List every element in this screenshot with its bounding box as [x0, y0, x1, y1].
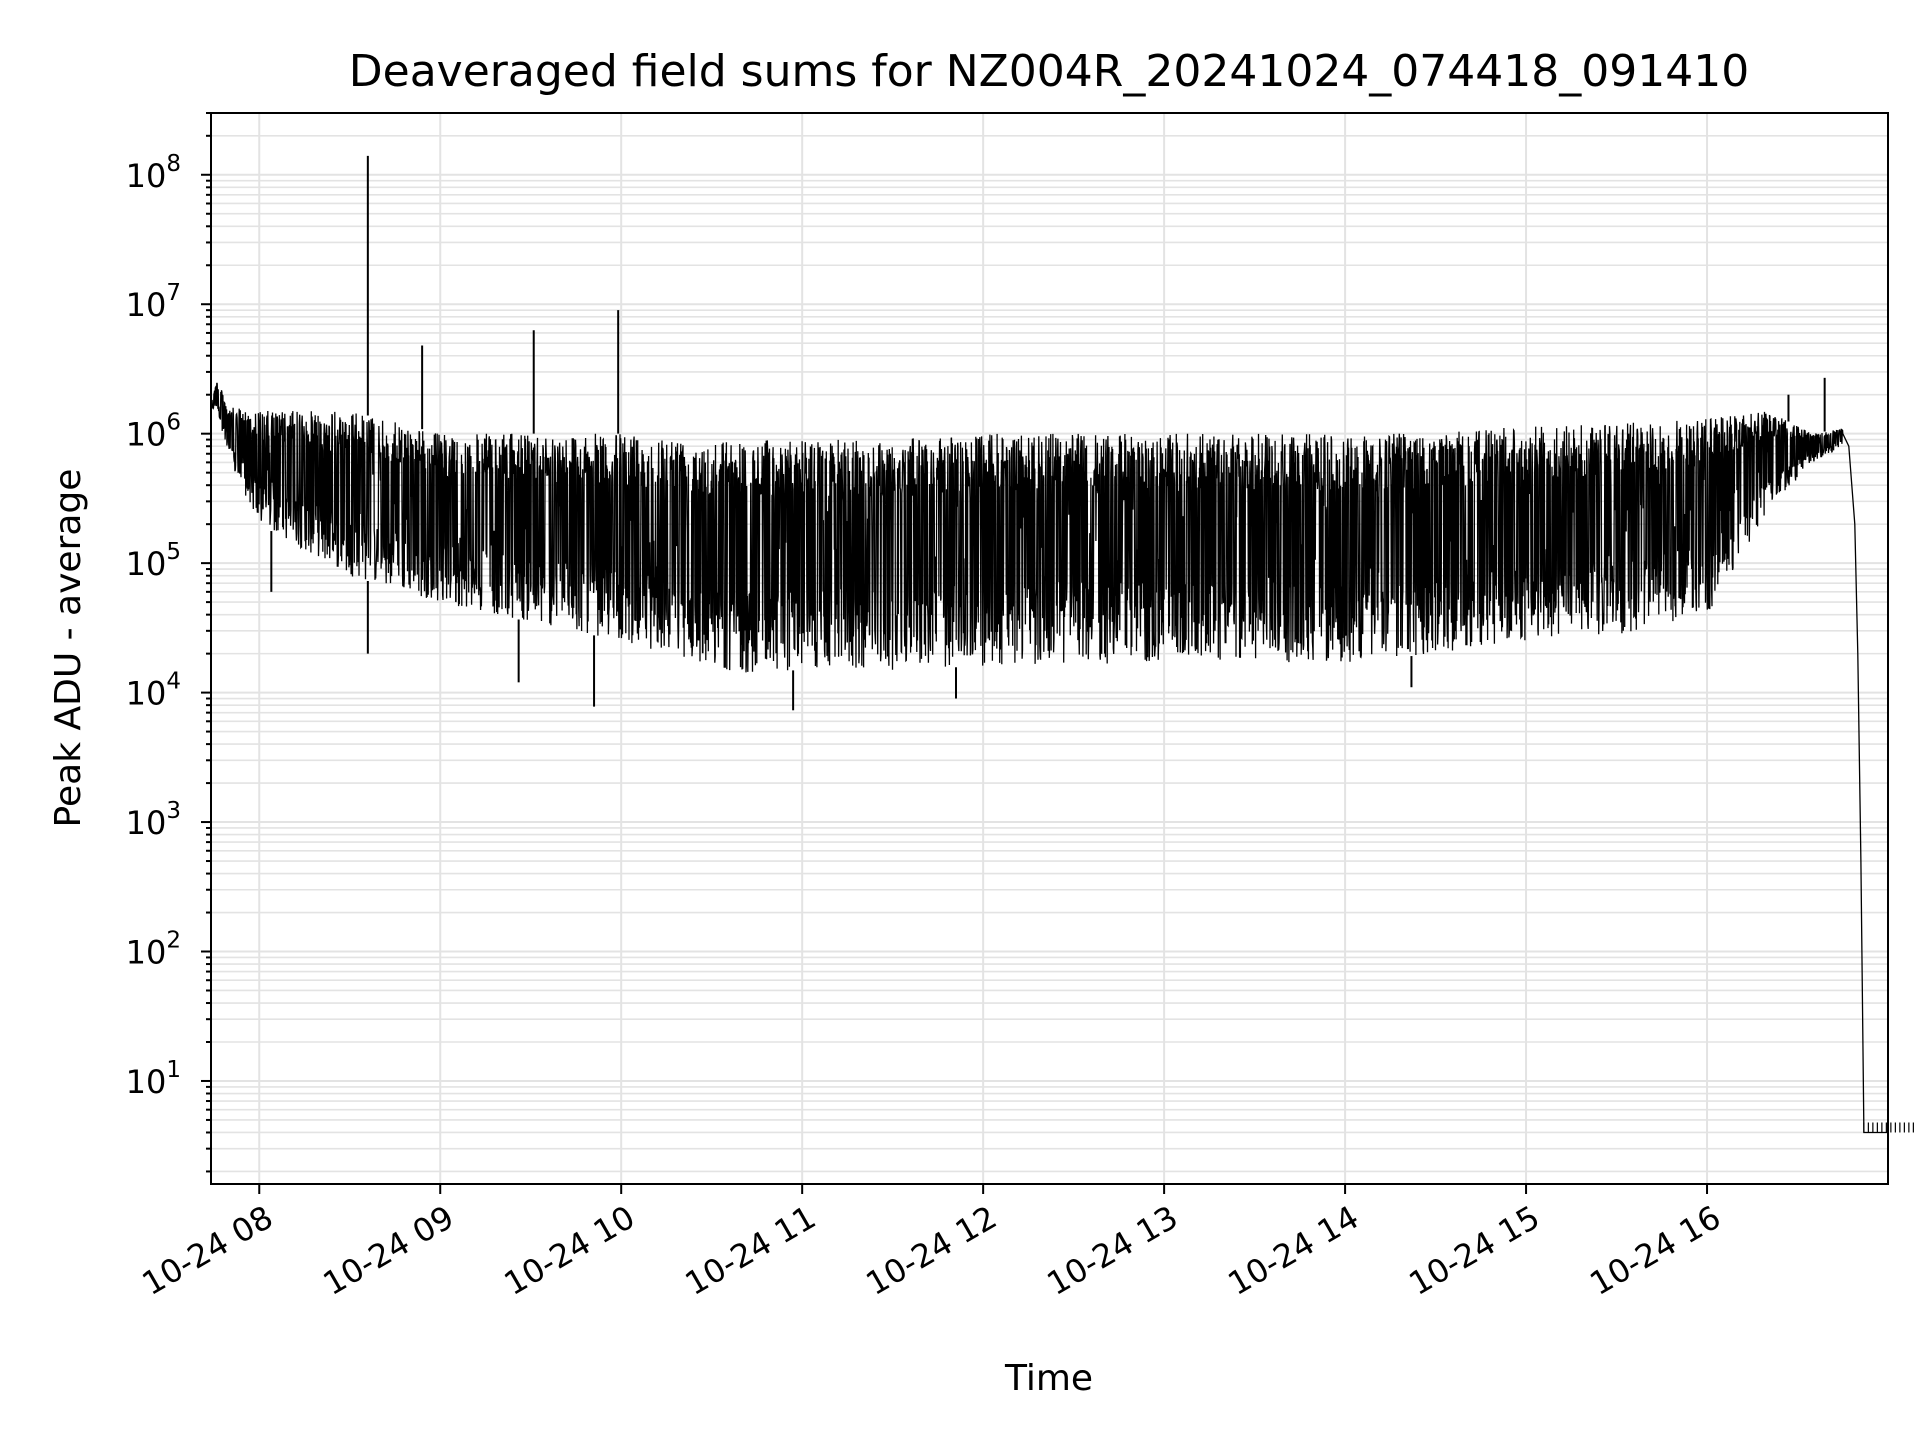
y-tick-label: 101	[126, 1057, 181, 1101]
series-polyline	[210, 382, 1888, 1134]
y-tick-label: 105	[126, 539, 181, 583]
y-tick-label: 103	[126, 798, 181, 842]
chart-title: Deaveraged field sums for NZ004R_2024102…	[349, 46, 1749, 97]
x-axis-label: Time	[1004, 1358, 1093, 1399]
y-tick-label: 108	[126, 151, 181, 195]
y-tick-label: 104	[126, 669, 181, 713]
y-tick-label: 102	[126, 928, 181, 972]
y-tick-label: 106	[126, 410, 181, 454]
plot-frame	[210, 112, 1889, 1185]
y-axis-label: Peak ADU - average	[48, 469, 89, 828]
series-line	[210, 155, 1914, 1134]
y-tick-label: 107	[126, 280, 181, 324]
